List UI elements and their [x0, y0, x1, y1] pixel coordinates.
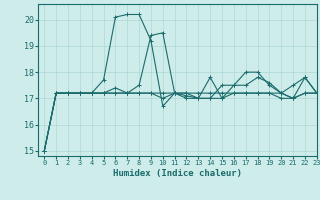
X-axis label: Humidex (Indice chaleur): Humidex (Indice chaleur) [113, 169, 242, 178]
